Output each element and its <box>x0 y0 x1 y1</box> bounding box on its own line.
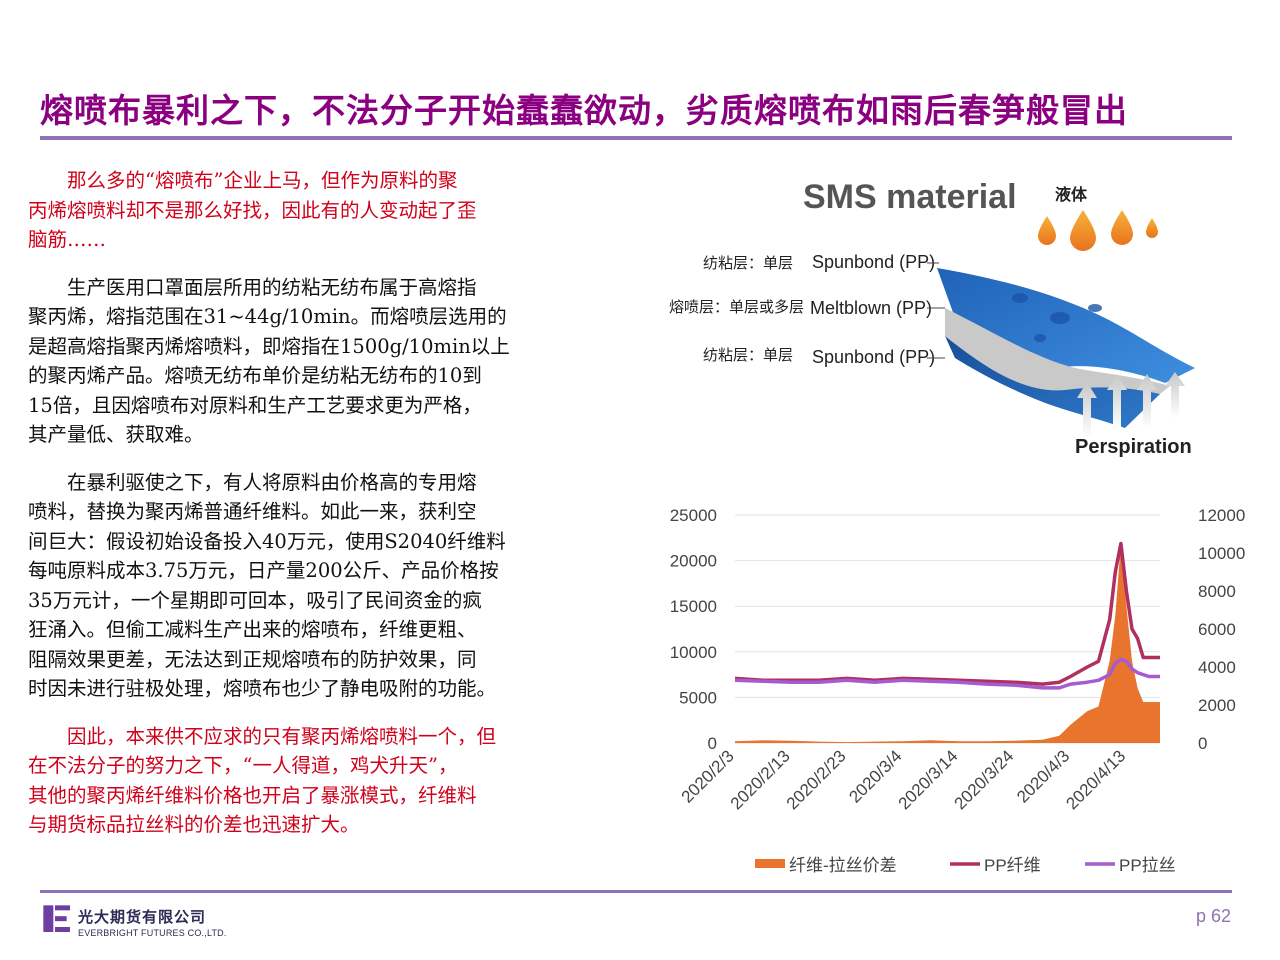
paragraph-line: 狂涌入。但偷工减料生产出来的熔喷布，纤维更粗、 <box>28 618 477 641</box>
page-number: p 62 <box>1196 906 1232 926</box>
company-logo-icon <box>43 905 70 932</box>
series-line <box>734 657 1160 690</box>
x-tick-label: 2020/2/13 <box>727 746 794 813</box>
liquid-drops-icon <box>1038 210 1158 251</box>
paragraph-line: 聚丙烯，熔指范围在31~44g/10min。而熔喷层选用的 <box>28 305 507 328</box>
layer2-label: 熔喷层：单层或多层 <box>669 299 804 316</box>
page-title: 熔喷布暴利之下，不法分子开始蠢蠢欲动，劣质熔喷布如雨后春笋般冒出 <box>40 91 1128 130</box>
series-area-spread <box>735 542 1160 743</box>
paragraph-line: 35万元计，一个星期即可回本，吸引了民间资金的疯 <box>28 588 482 612</box>
paragraph-line: 的聚丙烯产品。熔喷无纺布单价是纺粘无纺布的10到 <box>28 364 482 387</box>
paragraph-line: 在不法分子的努力之下，“一人得道，鸡犬升天”， <box>28 754 458 777</box>
paragraph-line: 每吨原料成本3.75万元，日产量200公斤、产品价格按 <box>28 559 499 582</box>
y-right-tick-label: 10000 <box>1198 544 1245 563</box>
layer3-label: 纺粘层：单层 <box>703 347 793 364</box>
paragraph-line: 喷料，替换为聚丙烯普通纤维料。如此一来，获利空 <box>28 500 477 523</box>
fabric-layers <box>937 268 1195 428</box>
y-right-tick-label: 6000 <box>1198 620 1236 639</box>
paragraph-line: 在暴利驱使之下，有人将原料由价格高的专用熔 <box>67 470 477 494</box>
paragraph-line: 那么多的“熔喷布”企业上马，但作为原料的聚 <box>67 169 458 192</box>
paragraph-line: 生产医用口罩面层所用的纺粘无纺布属于高熔指 <box>67 275 477 299</box>
x-tick-label: 2020/2/23 <box>783 746 850 813</box>
title-divider <box>40 136 1232 140</box>
perspiration-label: Perspiration <box>1075 436 1192 458</box>
y-left-tick-label: 0 <box>708 734 717 753</box>
paragraph-line: 阻隔效果更差，无法达到正规熔喷布的防护效果，同 <box>28 647 477 671</box>
paragraph-line: 其产量低、获取难。 <box>28 423 204 446</box>
liquid-label: 液体 <box>1055 185 1088 204</box>
paragraph-line: 与期货标品拉丝料的价差也迅速扩大。 <box>28 813 360 836</box>
legend-label: PP纤维 <box>984 856 1041 875</box>
y-left-tick-label: 5000 <box>679 688 717 707</box>
y-right-tick-label: 0 <box>1198 734 1207 753</box>
y-left-tick-label: 10000 <box>670 643 717 662</box>
paragraph-line: 间巨大：假设初始设备投入40万元，使用S2040纤维料 <box>28 529 506 553</box>
sms-title: SMS material <box>803 178 1017 216</box>
layer1-en-label: Spunbond (PP) <box>812 252 935 272</box>
layer3-en-label: Spunbond (PP) <box>812 347 935 367</box>
company-name-cn: 光大期货有限公司 <box>78 908 207 926</box>
y-right-tick-label: 12000 <box>1198 506 1245 525</box>
company-name-en: EVERBRIGHT FUTURES CO.,LTD. <box>78 928 227 938</box>
y-left-tick-label: 25000 <box>670 506 717 525</box>
y-right-tick-label: 2000 <box>1198 696 1236 715</box>
paragraph-line: 丙烯熔喷料却不是那么好找，因此有的人变动起了歪 <box>28 198 477 222</box>
y-left-tick-label: 15000 <box>670 597 717 616</box>
layer2-en-label: Meltblown (PP) <box>810 298 932 318</box>
y-left-tick-label: 20000 <box>670 552 717 571</box>
paragraph-line: 其他的聚丙烯纤维料价格也开启了暴涨模式，纤维料 <box>28 783 477 807</box>
paragraph-line: 因此，本来供不应求的只有聚丙烯熔喷料一个，但 <box>67 724 497 748</box>
paragraph-line: 15倍，且因熔喷布对原料和生产工艺要求更为严格， <box>28 393 482 417</box>
y-right-tick-label: 8000 <box>1198 582 1236 601</box>
price-spread-chart: 0 5000 10000 15000 20000 25000 0 2000 4000 6000 80… <box>670 506 1245 875</box>
x-tick-label: 2020/4/13 <box>1062 746 1129 813</box>
layer1-label: 纺粘层：单层 <box>703 255 793 272</box>
legend-label: PP拉丝 <box>1119 856 1176 875</box>
paragraph-line: 时因未进行驻极处理，熔喷布也少了静电吸附的功能。 <box>28 677 497 700</box>
sms-material-diagram: SMS material 液体 纺粘层：单层 Spunbond (PP) 熔喷层… <box>669 178 1195 458</box>
paragraph-line: 脑筋…… <box>28 228 107 251</box>
footer-divider <box>40 890 1232 893</box>
body-text: 那么多的“熔喷布”企业上马，但作为原料的聚丙烯熔喷料却不是那么好找，因此有的人变… <box>28 166 638 840</box>
legend-swatch <box>755 859 785 868</box>
x-tick-label: 2020/3/24 <box>951 746 1018 813</box>
perspiration-arrows-icon <box>1077 372 1185 438</box>
paragraph-line: 是超高熔指聚丙烯熔喷料，即熔指在1500g/10min以上 <box>28 334 510 358</box>
x-tick-label: 2020/3/14 <box>895 746 962 813</box>
legend-label: 纤维-拉丝价差 <box>789 856 897 875</box>
y-right-tick-label: 4000 <box>1198 658 1236 677</box>
series-line <box>734 541 1160 686</box>
